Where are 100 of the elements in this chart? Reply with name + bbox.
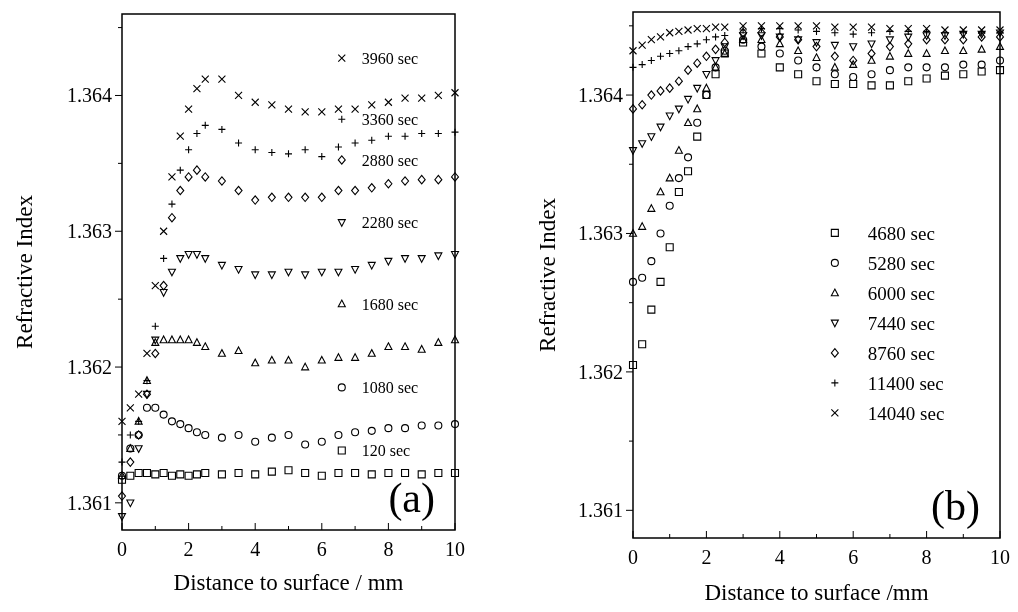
point [201, 255, 210, 263]
point [117, 491, 127, 501]
x-axis-title: Distance to surface / mm [173, 570, 404, 595]
point [665, 83, 674, 93]
point [301, 192, 310, 203]
point [417, 470, 426, 479]
point [351, 185, 360, 196]
point [812, 41, 821, 52]
point [867, 23, 876, 32]
point [830, 62, 839, 71]
x-tick-label: 10 [990, 546, 1010, 568]
point [665, 173, 674, 182]
point [251, 98, 260, 107]
point [940, 63, 949, 72]
point [656, 32, 665, 41]
point [142, 403, 152, 412]
point [739, 28, 748, 38]
point [830, 70, 839, 79]
legend-label: 8760 sec [867, 342, 935, 364]
point [959, 60, 968, 69]
point [665, 112, 674, 121]
point [351, 428, 360, 437]
point [384, 342, 393, 351]
point [301, 440, 310, 449]
point [301, 107, 310, 116]
point [867, 56, 876, 64]
point [159, 289, 168, 297]
point [201, 75, 210, 84]
point [959, 34, 968, 45]
point [684, 167, 693, 176]
point [450, 88, 460, 97]
y-tick-label: 1.362 [578, 360, 623, 383]
point [267, 100, 276, 110]
point [693, 84, 702, 93]
legend-label: 120 sec [361, 442, 411, 460]
point [885, 66, 894, 75]
point [192, 84, 201, 93]
point [176, 335, 185, 344]
point [167, 172, 176, 181]
point [885, 51, 894, 60]
point [638, 222, 647, 230]
point [417, 421, 426, 430]
legend-label: 2880 sec [361, 151, 419, 169]
x-tick-label: 2 [183, 538, 194, 560]
legend-label: 5280 sec [867, 252, 935, 274]
point [267, 433, 276, 442]
point [434, 174, 443, 185]
point [922, 74, 931, 83]
annotation: (a) [388, 475, 435, 522]
point [367, 183, 376, 193]
point [234, 468, 243, 478]
point [184, 424, 193, 433]
point [656, 277, 665, 286]
point [167, 268, 176, 277]
point [251, 195, 260, 205]
point [674, 187, 683, 196]
point [628, 229, 638, 237]
point [674, 146, 683, 154]
point [367, 261, 376, 270]
point [830, 23, 839, 32]
point [134, 445, 143, 453]
y-tick-label: 1.364 [578, 84, 623, 107]
point [176, 185, 185, 196]
point [184, 105, 193, 114]
point [234, 265, 243, 274]
point [739, 38, 748, 47]
legend-label: 1680 sec [361, 295, 419, 313]
x-tick-label: 8 [921, 546, 932, 568]
point [151, 470, 160, 479]
point [977, 60, 986, 69]
point [720, 37, 729, 48]
point [656, 229, 665, 238]
point [995, 66, 1005, 75]
point [647, 257, 656, 266]
point [849, 60, 858, 68]
point [959, 46, 968, 55]
point [401, 176, 410, 186]
point [450, 335, 460, 344]
point [628, 46, 638, 55]
point [647, 204, 656, 212]
point [301, 362, 310, 371]
point [450, 468, 460, 478]
point [401, 255, 410, 263]
point [217, 261, 226, 270]
point [384, 98, 393, 107]
point [684, 95, 693, 104]
point [367, 426, 376, 435]
point [757, 28, 766, 38]
point [867, 40, 876, 49]
point [126, 471, 135, 480]
point [192, 470, 201, 479]
point [176, 420, 185, 429]
point [417, 345, 426, 353]
point [251, 271, 260, 280]
point [151, 281, 160, 290]
point [159, 335, 168, 344]
point [647, 35, 656, 44]
point [234, 430, 243, 439]
point [267, 355, 276, 364]
legend-label: 4680 sec [867, 222, 935, 244]
